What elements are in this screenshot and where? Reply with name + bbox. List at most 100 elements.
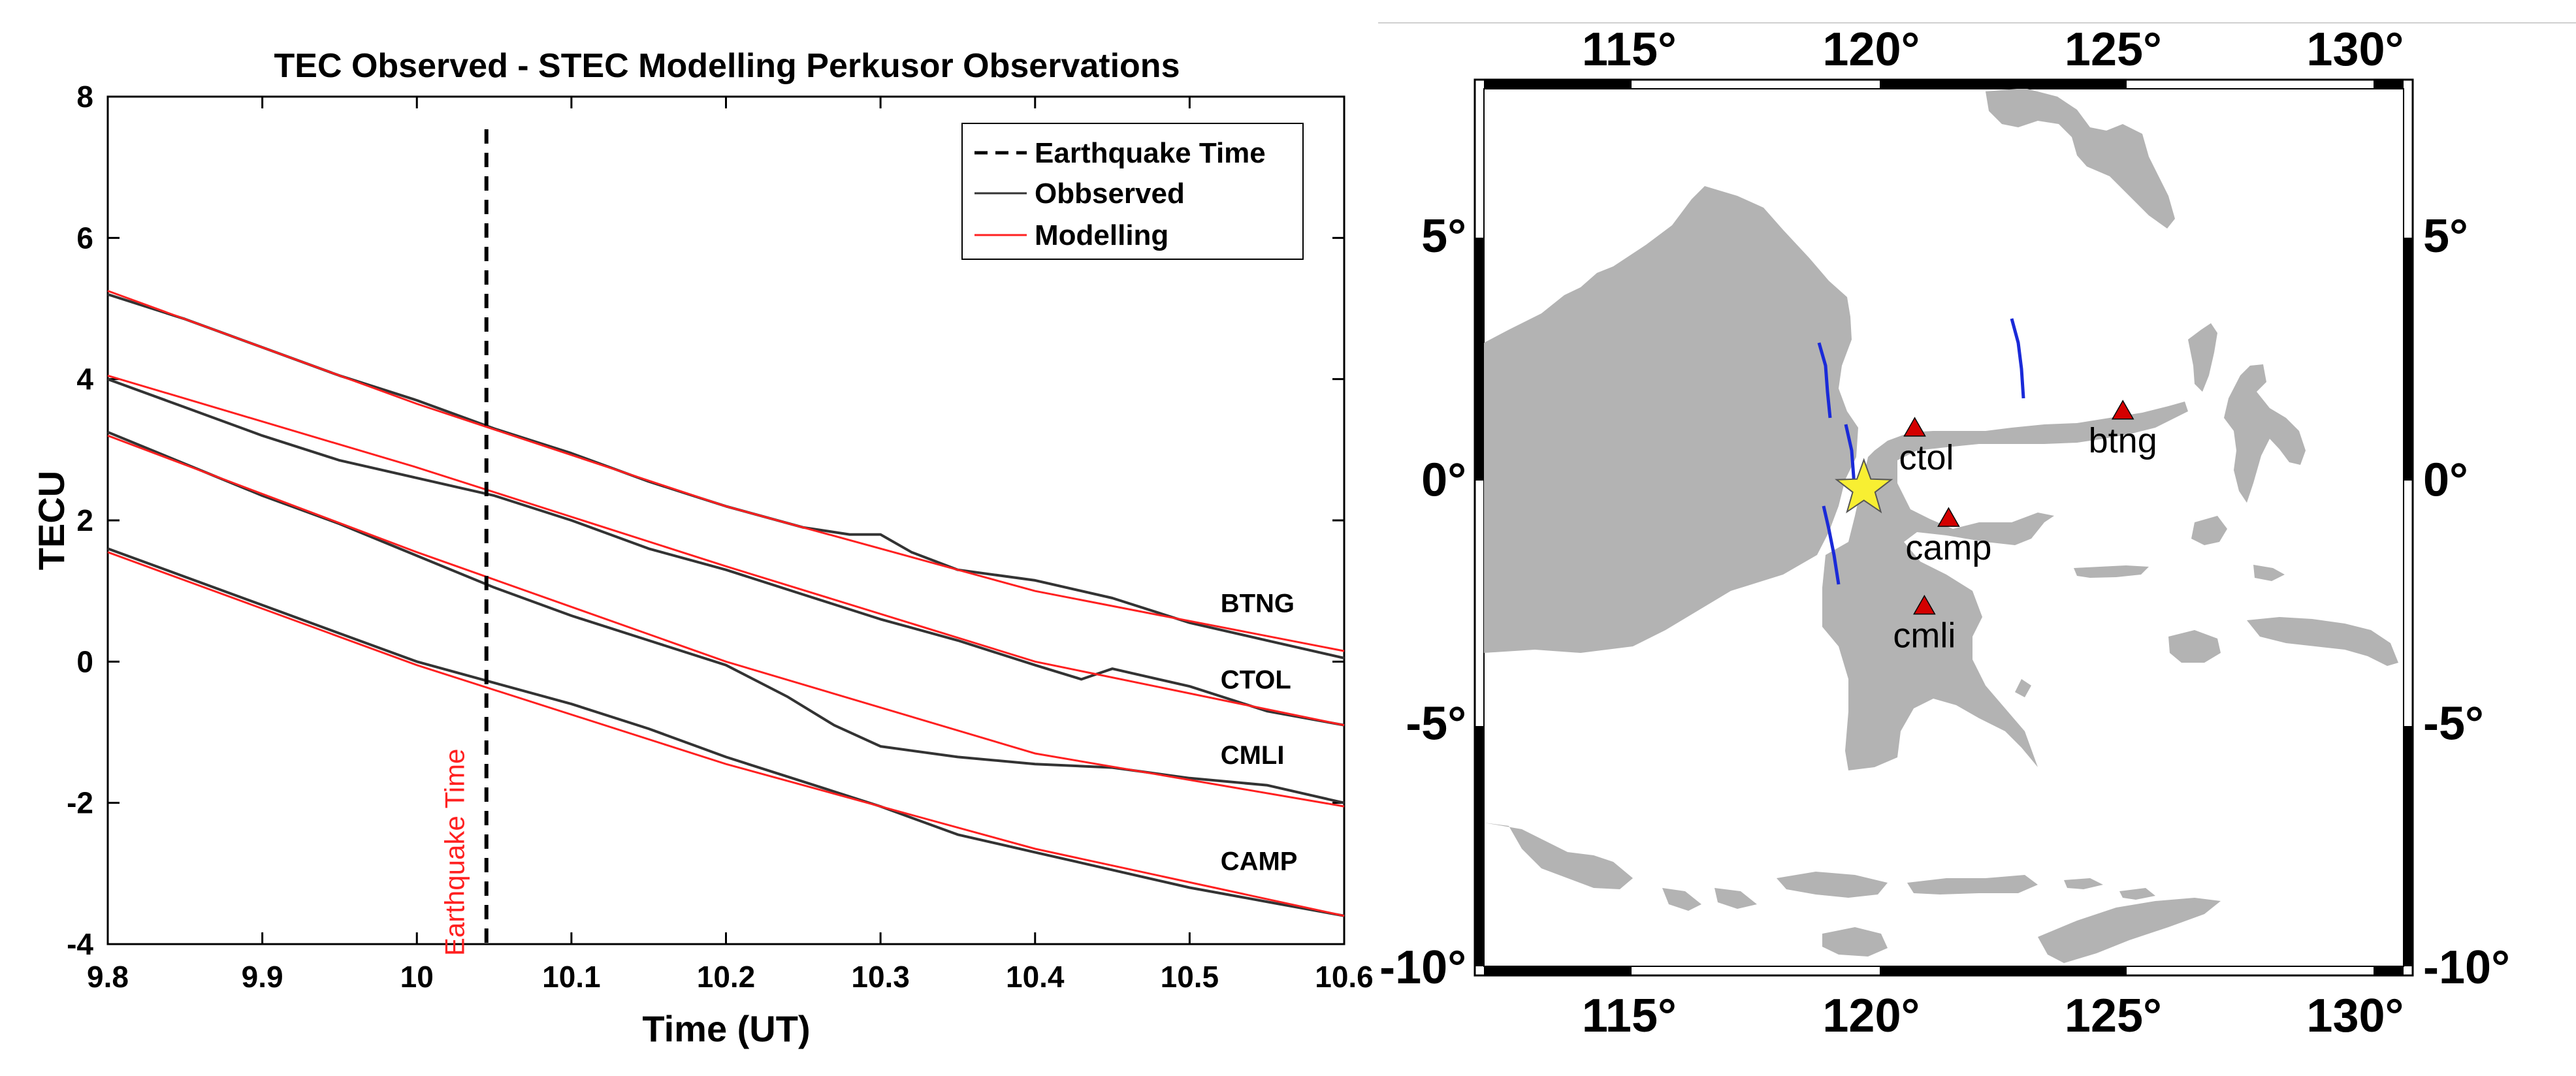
modelling-line-ctol — [107, 374, 1345, 727]
top-bar-112-115 — [1484, 80, 1632, 89]
lon-label-bottom: 125° — [2065, 990, 2162, 1042]
lon-label-bottom: 115° — [1582, 990, 1677, 1042]
lon-label-top: 125° — [2065, 24, 2162, 76]
x-tick-label: 10.2 — [697, 960, 756, 994]
station-label-camp: camp — [1905, 528, 1991, 567]
right-bar-5-0 — [2404, 238, 2413, 481]
seram-island — [2247, 617, 2398, 666]
sulawesi-map: 115° 115° 120° 120° 125° 125° 130° 130° 5° 0° -5°… — [1378, 22, 2576, 1042]
y-tick-label: 2 — [76, 503, 93, 537]
lon-label-top: 130° — [2306, 24, 2404, 76]
series-lines — [107, 290, 1345, 917]
lon-label-top: 120° — [1822, 24, 1920, 76]
lon-label-top: 115° — [1582, 24, 1677, 76]
modelling-line-camp — [107, 551, 1345, 917]
tec-chart: TEC Observed - STEC Modelling Perkusor O… — [31, 47, 1374, 1049]
series-label-btng: BTNG — [1221, 590, 1295, 618]
alor-islands — [2064, 878, 2103, 889]
legend-modelling: Modelling — [1035, 219, 1168, 251]
epicenter-star — [1835, 458, 1893, 514]
series-labels: BTNG CTOL CMLI CAMP — [1221, 590, 1298, 876]
lat-label-right: -5° — [2423, 698, 2484, 750]
y-axis: -4 -2 0 2 4 6 8 — [67, 80, 1344, 961]
x-tick-label: 10.3 — [851, 960, 910, 994]
observed-line-camp — [107, 547, 1345, 917]
timor-island — [2038, 898, 2221, 963]
map-latitude-labels: 5° 0° -5° -10° 5° 0° -5° -10° — [1379, 210, 2510, 994]
epicenter-star-icon — [1835, 458, 1893, 514]
map-longitude-labels: 115° 115° 120° 120° 125° 125° 130° 130° — [1582, 24, 2404, 1042]
legend-observed: Obbserved — [1035, 178, 1185, 210]
lat-label-right: 5° — [2423, 210, 2468, 262]
x-tick-label: 10.4 — [1006, 960, 1065, 994]
y-tick-label: 4 — [76, 362, 93, 396]
chart-title: TEC Observed - STEC Modelling Perkusor O… — [274, 47, 1180, 85]
x-tick-label: 9.8 — [87, 960, 129, 994]
station-triangle-icon — [1903, 417, 1926, 437]
station-label-ctol: ctol — [1899, 438, 1954, 477]
x-tick-label: 10.5 — [1161, 960, 1219, 994]
lon-label-bottom: 130° — [2306, 990, 2404, 1042]
station-label-btng: btng — [2089, 421, 2157, 460]
track-btng — [1817, 342, 1832, 419]
x-tick-label: 10.6 — [1315, 960, 1374, 994]
wetar-island — [2119, 888, 2155, 900]
borneo-landmass — [1484, 186, 1858, 653]
bottom-bar-120-125 — [1880, 966, 2127, 975]
y-tick-label: 0 — [76, 644, 93, 678]
x-tick-label: 10 — [400, 960, 434, 994]
map-frame-bars — [1475, 80, 2413, 975]
lat-label-left: -5° — [1406, 698, 1466, 750]
bali-lombok-island — [1662, 888, 1757, 911]
track-camp — [1822, 505, 1841, 585]
x-tick-label: 10.1 — [542, 960, 601, 994]
modelling-line-cmli — [107, 434, 1345, 808]
banggai-islands — [2015, 679, 2031, 697]
series-label-camp: CAMP — [1221, 847, 1298, 876]
sula-islands — [2074, 565, 2149, 578]
buru-island — [2168, 630, 2221, 663]
station-triangle-icon — [2111, 400, 2134, 420]
top-bar-120-125 — [1880, 80, 2127, 89]
y-tick-label: 6 — [76, 221, 93, 255]
station-label-cmli: cmli — [1893, 616, 1956, 655]
track-btng-east — [2010, 318, 2025, 399]
left-bar-minus5-minus10 — [1475, 726, 1484, 966]
sumbawa-flores-islands — [1777, 872, 2038, 898]
sangihe-islands — [2188, 323, 2217, 392]
lon-label-bottom: 120° — [1822, 990, 1920, 1042]
bottom-bar-112-115 — [1484, 966, 1632, 975]
left-bar-5-0 — [1475, 238, 1484, 481]
y-tick-label: -2 — [67, 786, 93, 820]
java-landmass — [1484, 823, 1633, 889]
legend-box — [961, 123, 1304, 260]
sulawesi-landmass — [1822, 402, 2188, 770]
station-triangle-icon — [1937, 507, 1960, 527]
legend-earthquake-time: Earthquake Time — [1035, 137, 1266, 169]
series-label-cmli: CMLI — [1221, 741, 1285, 770]
sumba-island — [1822, 927, 1888, 957]
mindanao-landmass — [1986, 88, 2175, 229]
y-tick-label: 8 — [76, 80, 93, 114]
top-bar-130-131 — [2374, 80, 2404, 89]
right-bar-minus5-minus10 — [2404, 726, 2413, 966]
y-tick-label: -4 — [67, 927, 93, 961]
lat-label-left: -10° — [1379, 942, 1466, 994]
modelling-line-btng — [107, 290, 1345, 652]
station-triangle-icon — [1913, 594, 1936, 615]
bottom-bar-130-131 — [2374, 966, 2404, 975]
gnss-stations: ctol btng camp cmli — [1893, 400, 2157, 655]
legend: Earthquake Time Obbserved Modelling — [961, 123, 1304, 260]
lat-label-right: 0° — [2423, 454, 2468, 506]
x-tick-label: 9.9 — [242, 960, 283, 994]
halmahera-landmass — [2224, 364, 2306, 503]
y-axis-label: TECU — [31, 471, 72, 570]
x-axis-label: Time (UT) — [642, 1008, 810, 1049]
observed-line-ctol — [107, 377, 1345, 727]
x-axis: 9.8 9.9 10 10.1 10.2 10.3 10.4 10.5 10.6 — [87, 97, 1374, 994]
earthquake-time-annotation: Earthquake Time — [440, 749, 470, 957]
lat-label-right: -10° — [2423, 942, 2510, 994]
lat-label-left: 0° — [1421, 454, 1466, 506]
series-label-ctol: CTOL — [1221, 665, 1291, 694]
